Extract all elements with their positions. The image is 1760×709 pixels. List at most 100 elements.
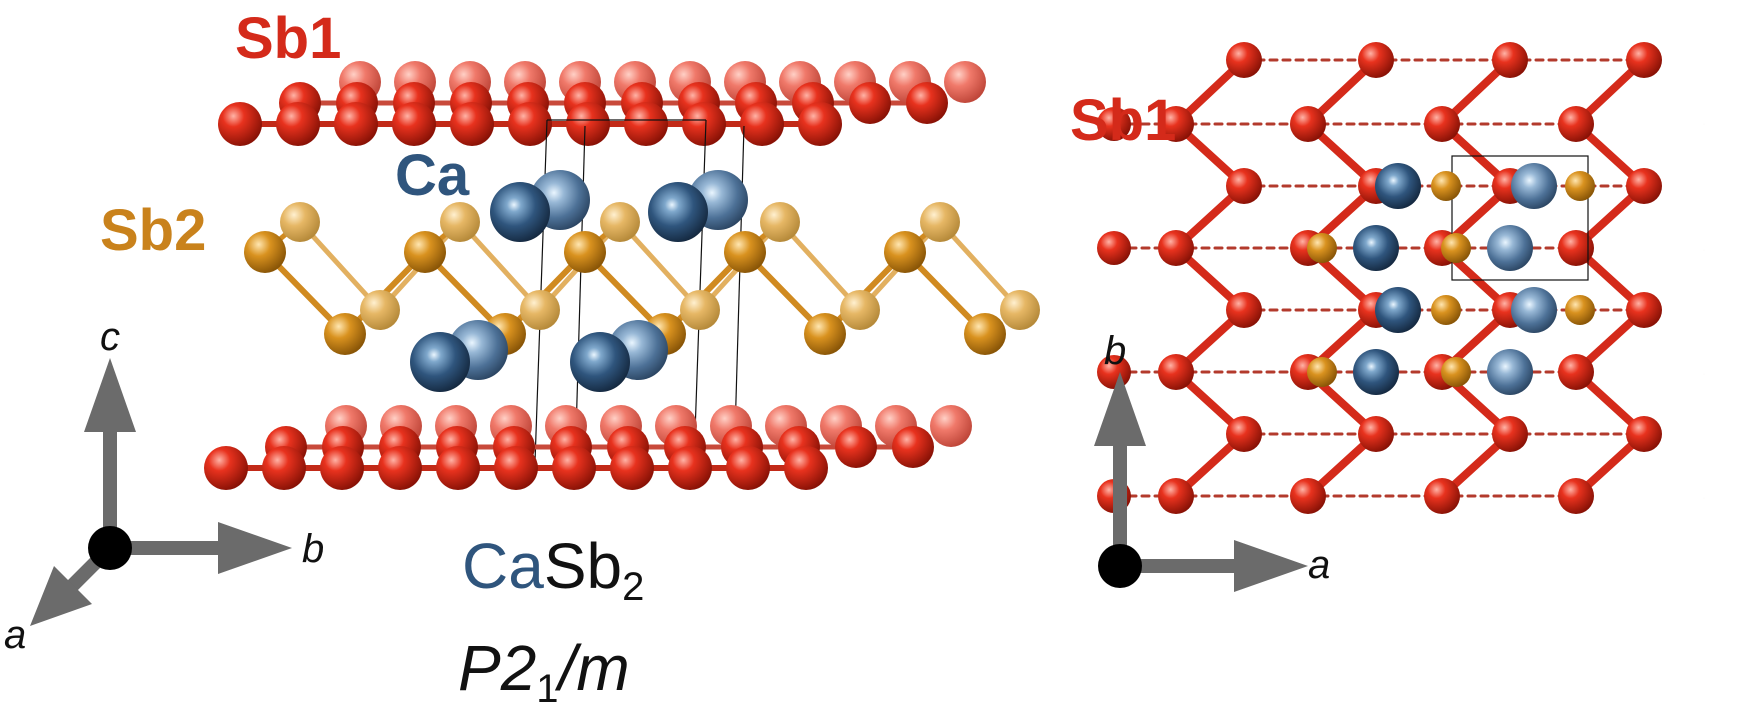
sb1-bottom-atom-front xyxy=(784,446,828,490)
sb2-atom xyxy=(884,231,926,273)
sb1-bottom-atom-front xyxy=(668,446,712,490)
sb2-atom xyxy=(964,313,1006,355)
sb2-atom-back xyxy=(680,290,720,330)
sb2-atom-topview xyxy=(1307,357,1337,387)
sb1-atom xyxy=(1226,292,1262,328)
label-sb1-left: Sb1 xyxy=(235,6,341,71)
ca-atom-topview xyxy=(1353,349,1399,395)
sb2-atom-back xyxy=(440,202,480,242)
ca-atom xyxy=(410,332,470,392)
sb1-top-atom-front xyxy=(740,102,784,146)
sb2-atom-back xyxy=(1000,290,1040,330)
left-side-view: Sb1 Ca Sb2 CaSb2 P21/m c b a xyxy=(4,6,1040,709)
sb1-atom xyxy=(1626,416,1662,452)
ca-atom-topview xyxy=(1353,225,1399,271)
sb2-atom-back xyxy=(840,290,880,330)
sb1-bottom-atom-front xyxy=(436,446,480,490)
sb1-atom xyxy=(1158,230,1194,266)
sb1-atom-edge xyxy=(1097,107,1131,141)
sb1-atom xyxy=(1158,106,1194,142)
sb1-atom xyxy=(1158,354,1194,390)
sb1-atom xyxy=(1290,106,1326,142)
axis-a-arrowhead xyxy=(30,566,92,626)
ca-atoms xyxy=(410,170,748,392)
sb1-bottom-atom-front xyxy=(494,446,538,490)
sb1-atom xyxy=(1226,42,1262,78)
inner-atoms xyxy=(1307,163,1595,395)
sb1-bottom-atom-front xyxy=(552,446,596,490)
sb1-top-atom-mid xyxy=(849,82,891,124)
formula-subscript: 2 xyxy=(622,565,644,609)
sb1-bottom-atom-front xyxy=(262,446,306,490)
sb1-top-layer xyxy=(218,61,986,146)
sb2-atom xyxy=(804,313,846,355)
sb1-atom xyxy=(1158,478,1194,514)
sb1-atom xyxy=(1424,106,1460,142)
sb1-top-atom-front xyxy=(392,102,436,146)
sb2-atom-topview xyxy=(1307,233,1337,263)
sb1-top-atom-front xyxy=(624,102,668,146)
ca-atom-topview xyxy=(1511,163,1557,209)
sb1-atom xyxy=(1358,416,1394,452)
space-group: P21/m xyxy=(458,632,630,709)
axis-label-b-right: b xyxy=(1104,329,1126,373)
sb1-atom xyxy=(1626,42,1662,78)
axis-b-arrowhead xyxy=(218,522,292,574)
sb1-atom xyxy=(1492,416,1528,452)
sb2-atom xyxy=(244,231,286,273)
sb1-atom xyxy=(1558,478,1594,514)
axis-label-a-right: a xyxy=(1308,543,1330,587)
sb1-top-atom-front xyxy=(798,102,842,146)
sb1-top-atom-front xyxy=(682,102,726,146)
sb1-atom xyxy=(1492,42,1528,78)
label-ca: Ca xyxy=(395,143,470,208)
sb1-atom xyxy=(1558,230,1594,266)
axis-label-c: c xyxy=(100,315,120,359)
sb1-atom xyxy=(1290,478,1326,514)
ca-atom xyxy=(648,182,708,242)
sb1-atom xyxy=(1226,168,1262,204)
axis-triad-right: b a xyxy=(1094,329,1330,592)
ca-atom-topview xyxy=(1487,225,1533,271)
space-group-rest: /m xyxy=(555,632,630,704)
sb1-atom xyxy=(1558,106,1594,142)
sb1-top-atom-back xyxy=(944,61,986,103)
sb1-top-atom-mid xyxy=(906,82,948,124)
ca-atom xyxy=(570,332,630,392)
axis-label-b: b xyxy=(302,527,324,571)
sb2-atom-back xyxy=(280,202,320,242)
sb2-atom xyxy=(724,231,766,273)
sb2-atom-back xyxy=(760,202,800,242)
sb1-bottom-atom-mid xyxy=(835,426,877,468)
ca-atom xyxy=(490,182,550,242)
axis-origin xyxy=(88,526,132,570)
sb2-atom-topview xyxy=(1441,233,1471,263)
sb1-top-atom-front xyxy=(334,102,378,146)
sb1-atom xyxy=(1558,354,1594,390)
sb2-atom xyxy=(324,313,366,355)
space-group-subscript: 1 xyxy=(536,667,558,709)
ca-atom-topview xyxy=(1375,287,1421,333)
sb1-bottom-atom-front xyxy=(204,446,248,490)
sb2-atom xyxy=(404,231,446,273)
sb2-atom-topview xyxy=(1431,171,1461,201)
ca-atom-topview xyxy=(1511,287,1557,333)
sb2-atom-back xyxy=(600,202,640,242)
sb1-atom xyxy=(1358,42,1394,78)
label-sb2: Sb2 xyxy=(100,198,206,263)
sb1-atom xyxy=(1626,168,1662,204)
sb1-top-atom-front xyxy=(276,102,320,146)
sb2-atom-topview xyxy=(1565,295,1595,325)
sb1-bottom-atom-front xyxy=(378,446,422,490)
sb1-atom xyxy=(1424,478,1460,514)
space-group-p: P2 xyxy=(458,632,536,704)
unit-cell-rect xyxy=(1451,155,1589,281)
sb1-top-atom-front xyxy=(566,102,610,146)
sb2-atom-topview xyxy=(1431,295,1461,325)
sb1-bottom-atom-front xyxy=(610,446,654,490)
sb1-atom xyxy=(1226,416,1262,452)
sb2-layer xyxy=(244,202,1040,355)
ca-atom-topview xyxy=(1375,163,1421,209)
sb1-top-atom-front xyxy=(450,102,494,146)
